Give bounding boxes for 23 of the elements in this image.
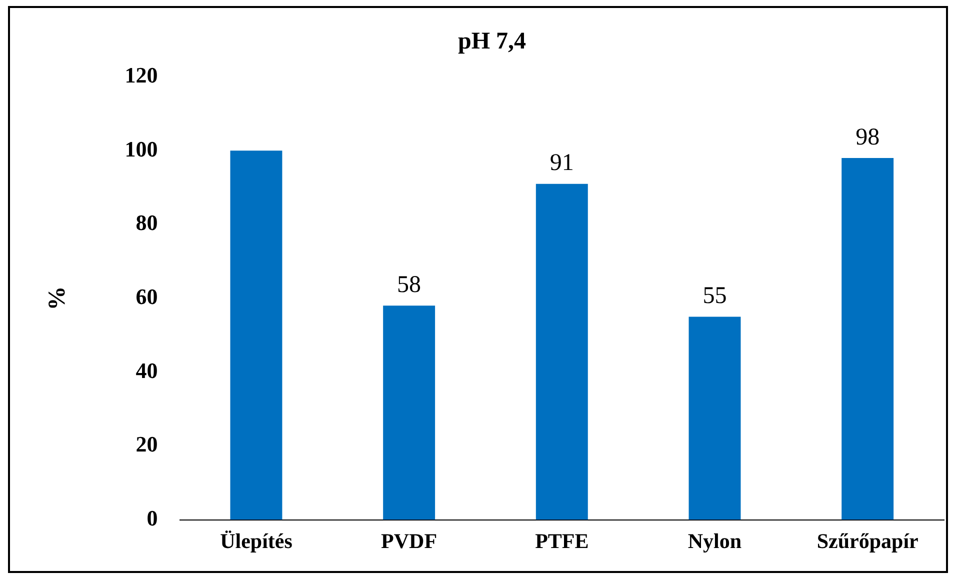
x-tick-label: PVDF: [381, 528, 438, 553]
y-tick-label: 20: [136, 432, 158, 457]
y-tick-label: 80: [136, 210, 158, 236]
x-tick-label: Nylon: [688, 528, 742, 553]
x-tick-label: Szűrőpapír: [816, 528, 918, 553]
data-label: 55: [702, 283, 727, 310]
data-label: 98: [856, 124, 880, 150]
bar: [536, 184, 588, 520]
y-tick-label: 0: [146, 505, 158, 530]
y-axis-title: %: [44, 286, 71, 310]
bar: [688, 316, 741, 520]
y-tick-label: 40: [136, 358, 158, 383]
x-tick-label: PTFE: [535, 528, 589, 553]
bar: [383, 306, 436, 520]
y-tick-label: 60: [136, 284, 158, 309]
bar: [842, 158, 894, 520]
bar: [230, 150, 282, 520]
data-label: 58: [397, 272, 422, 298]
chart-title: pH 7,4: [458, 28, 526, 55]
y-tick-label: 120: [124, 62, 158, 88]
x-tick-label: Ülepítés: [220, 528, 292, 553]
y-tick-label: 100: [124, 136, 158, 162]
data-label: 91: [550, 150, 574, 176]
